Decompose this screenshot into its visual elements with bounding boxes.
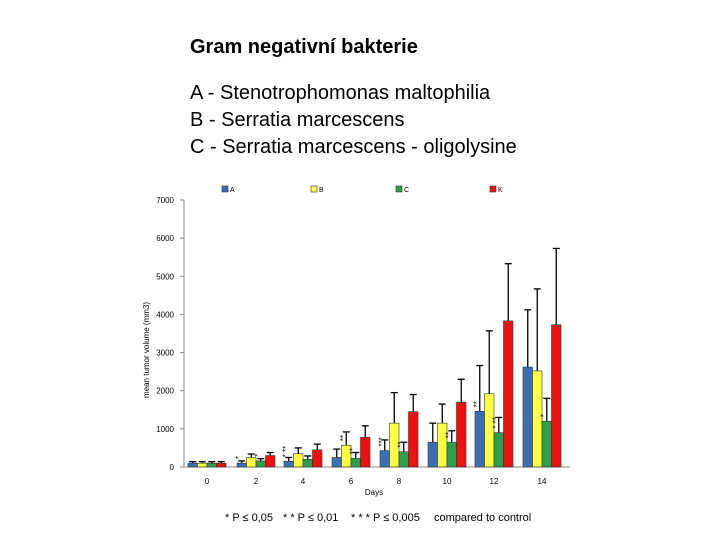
bar-a-day-0: [187, 462, 198, 468]
significance-marker: * **: [492, 417, 501, 429]
footnote-p0005: * * * P ≤ 0,005: [351, 512, 420, 524]
series-description-b: B - Serratia marcescens: [190, 109, 405, 131]
legend-swatch-b: [310, 185, 318, 193]
y-tick-label: 4000: [156, 310, 174, 319]
bar-k-day-10: [456, 401, 467, 468]
footnote-compared: compared to control: [434, 512, 532, 524]
legend-swatch-a: [221, 185, 229, 193]
significance-marker: ***: [378, 437, 387, 446]
series-descriptions: A - Stenotrophomonas maltophilia B - Ser…: [190, 80, 517, 161]
bar-c-day-14: [541, 420, 552, 468]
bar-k-day-2: [265, 455, 276, 468]
significance-marker: **: [445, 432, 454, 438]
series-description-a: A - Stenotrophomonas maltophilia: [190, 82, 491, 104]
legend-label-a: A: [230, 187, 235, 194]
bar-k-day-8: [408, 411, 419, 468]
bar-b-day-14: [532, 370, 543, 468]
bar-c-day-8: [398, 451, 409, 468]
bar-b-day-8: [389, 422, 400, 468]
x-tick-label: 2: [254, 477, 259, 486]
x-tick-label: 10: [443, 477, 452, 486]
significance-marker: *: [540, 414, 549, 417]
x-tick-label: 6: [349, 477, 354, 486]
y-tick-label: 0: [170, 463, 175, 472]
bar-c-day-4: [302, 459, 313, 468]
bar-a-day-12: [474, 411, 485, 468]
legend-label-c: C: [404, 187, 409, 194]
x-tick-label: 8: [397, 477, 402, 486]
significance-marker: **: [339, 435, 348, 441]
bar-b-day-0: [197, 462, 208, 468]
bar-b-day-12: [484, 393, 495, 468]
bar-k-day-6: [360, 436, 371, 468]
bar-c-day-12: [493, 432, 504, 468]
significance-marker: **: [473, 401, 482, 407]
legend-swatch-c: [395, 185, 403, 193]
bar-a-day-4: [283, 460, 294, 468]
y-tick-label: 2000: [156, 387, 174, 396]
significance-marker: **: [397, 442, 406, 448]
bar-c-day-6: [350, 457, 361, 468]
bar-a-day-10: [427, 441, 438, 468]
legend-label-k: K: [498, 187, 503, 194]
significance-marker: **: [349, 448, 358, 454]
significance-marker: *: [254, 454, 263, 457]
bar-b-day-4: [293, 453, 304, 468]
bar-k-day-14: [551, 324, 562, 468]
bar-b-day-6: [341, 444, 352, 468]
bar-b-day-10: [437, 422, 448, 468]
footnote-p005: * P ≤ 0,05: [225, 512, 274, 524]
y-tick-label: 6000: [156, 234, 174, 243]
y-tick-label: 5000: [156, 272, 174, 281]
legend-swatch-k: [489, 185, 497, 193]
x-tick-label: 12: [490, 477, 499, 486]
bar-a-day-6: [331, 457, 342, 468]
footnote-p001: * * P ≤ 0,01: [283, 512, 339, 524]
bar-a-day-14: [522, 366, 533, 468]
bar-k-day-0: [216, 462, 227, 468]
y-axis-label: mean tumor volume (mm3): [142, 302, 151, 398]
series-description-c: C - Serratia marcescens - oligolysine: [190, 136, 517, 158]
bar-c-day-0: [206, 462, 217, 468]
bar-k-day-12: [503, 320, 514, 468]
y-tick-label: 1000: [156, 425, 174, 434]
significance-marker: * **: [282, 446, 291, 458]
bar-c-day-10: [446, 441, 457, 468]
bar-b-day-2: [246, 457, 257, 468]
legend-label-b: B: [319, 187, 324, 194]
chart-title: Gram negativní bakterie: [190, 36, 418, 58]
x-axis-label: Days: [365, 488, 383, 497]
y-tick-label: 7000: [156, 196, 174, 205]
x-tick-label: 4: [301, 477, 306, 486]
bar-k-day-4: [312, 449, 323, 468]
y-tick-label: 3000: [156, 349, 174, 358]
bar-c-day-2: [255, 460, 266, 468]
significance-marker: *: [235, 456, 244, 459]
x-tick-label: 14: [538, 477, 547, 486]
x-tick-label: 0: [205, 477, 210, 486]
bar-a-day-2: [236, 462, 247, 468]
bar-a-day-8: [379, 450, 390, 468]
